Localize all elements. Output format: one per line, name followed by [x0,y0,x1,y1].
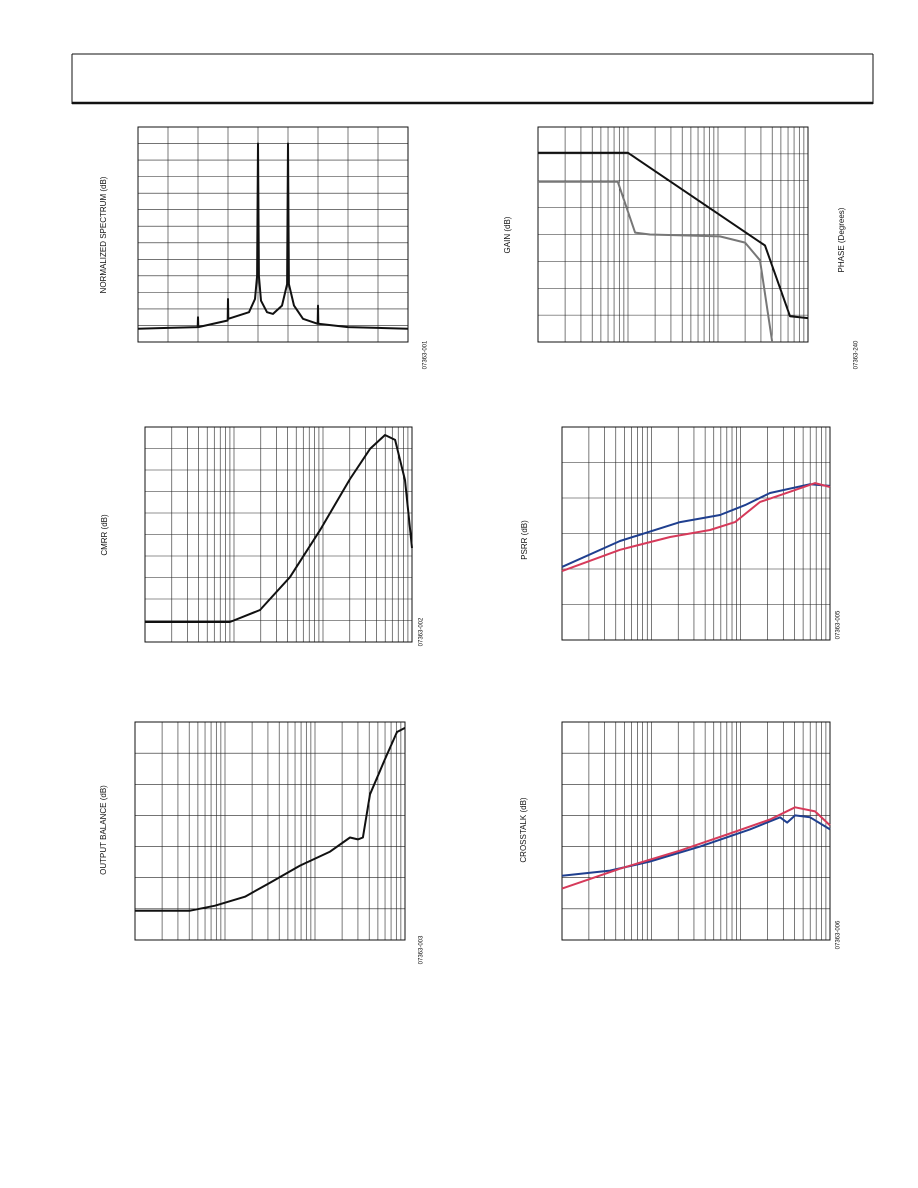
y-axis-label: CROSSTALK (dB) [519,797,528,863]
y2-axis-label: PHASE (Degrees) [837,207,846,272]
figure-code: 07363-240 [854,340,860,369]
curve [538,151,809,320]
curve [561,806,831,890]
plot-frame [561,721,831,941]
plot-frame [537,126,809,343]
figure-code: 07363-006 [836,920,842,949]
figure-code: 07363-001 [423,340,429,369]
curve [137,142,409,330]
y-axis-label: OUTPUT BALANCE (dB) [99,785,108,875]
y-axis-label: PSRR (dB) [520,520,529,560]
curve [538,180,774,343]
curve [145,434,413,623]
y-axis-label: CMRR (dB) [100,514,109,556]
figure-code: 07363-003 [419,935,425,964]
curve [561,483,831,568]
curve [135,727,406,912]
plot-frame [137,126,409,343]
y-axis-label: GAIN (dB) [503,216,512,253]
figure-code: 07363-002 [419,617,425,646]
y-axis-label: NORMALIZED SPECTRUM (dB) [99,176,108,293]
plot-frame [144,426,413,643]
curve [561,482,831,573]
plot-frame [134,721,406,941]
figure-code: 07363-005 [836,610,842,639]
plot-frame [561,426,831,641]
